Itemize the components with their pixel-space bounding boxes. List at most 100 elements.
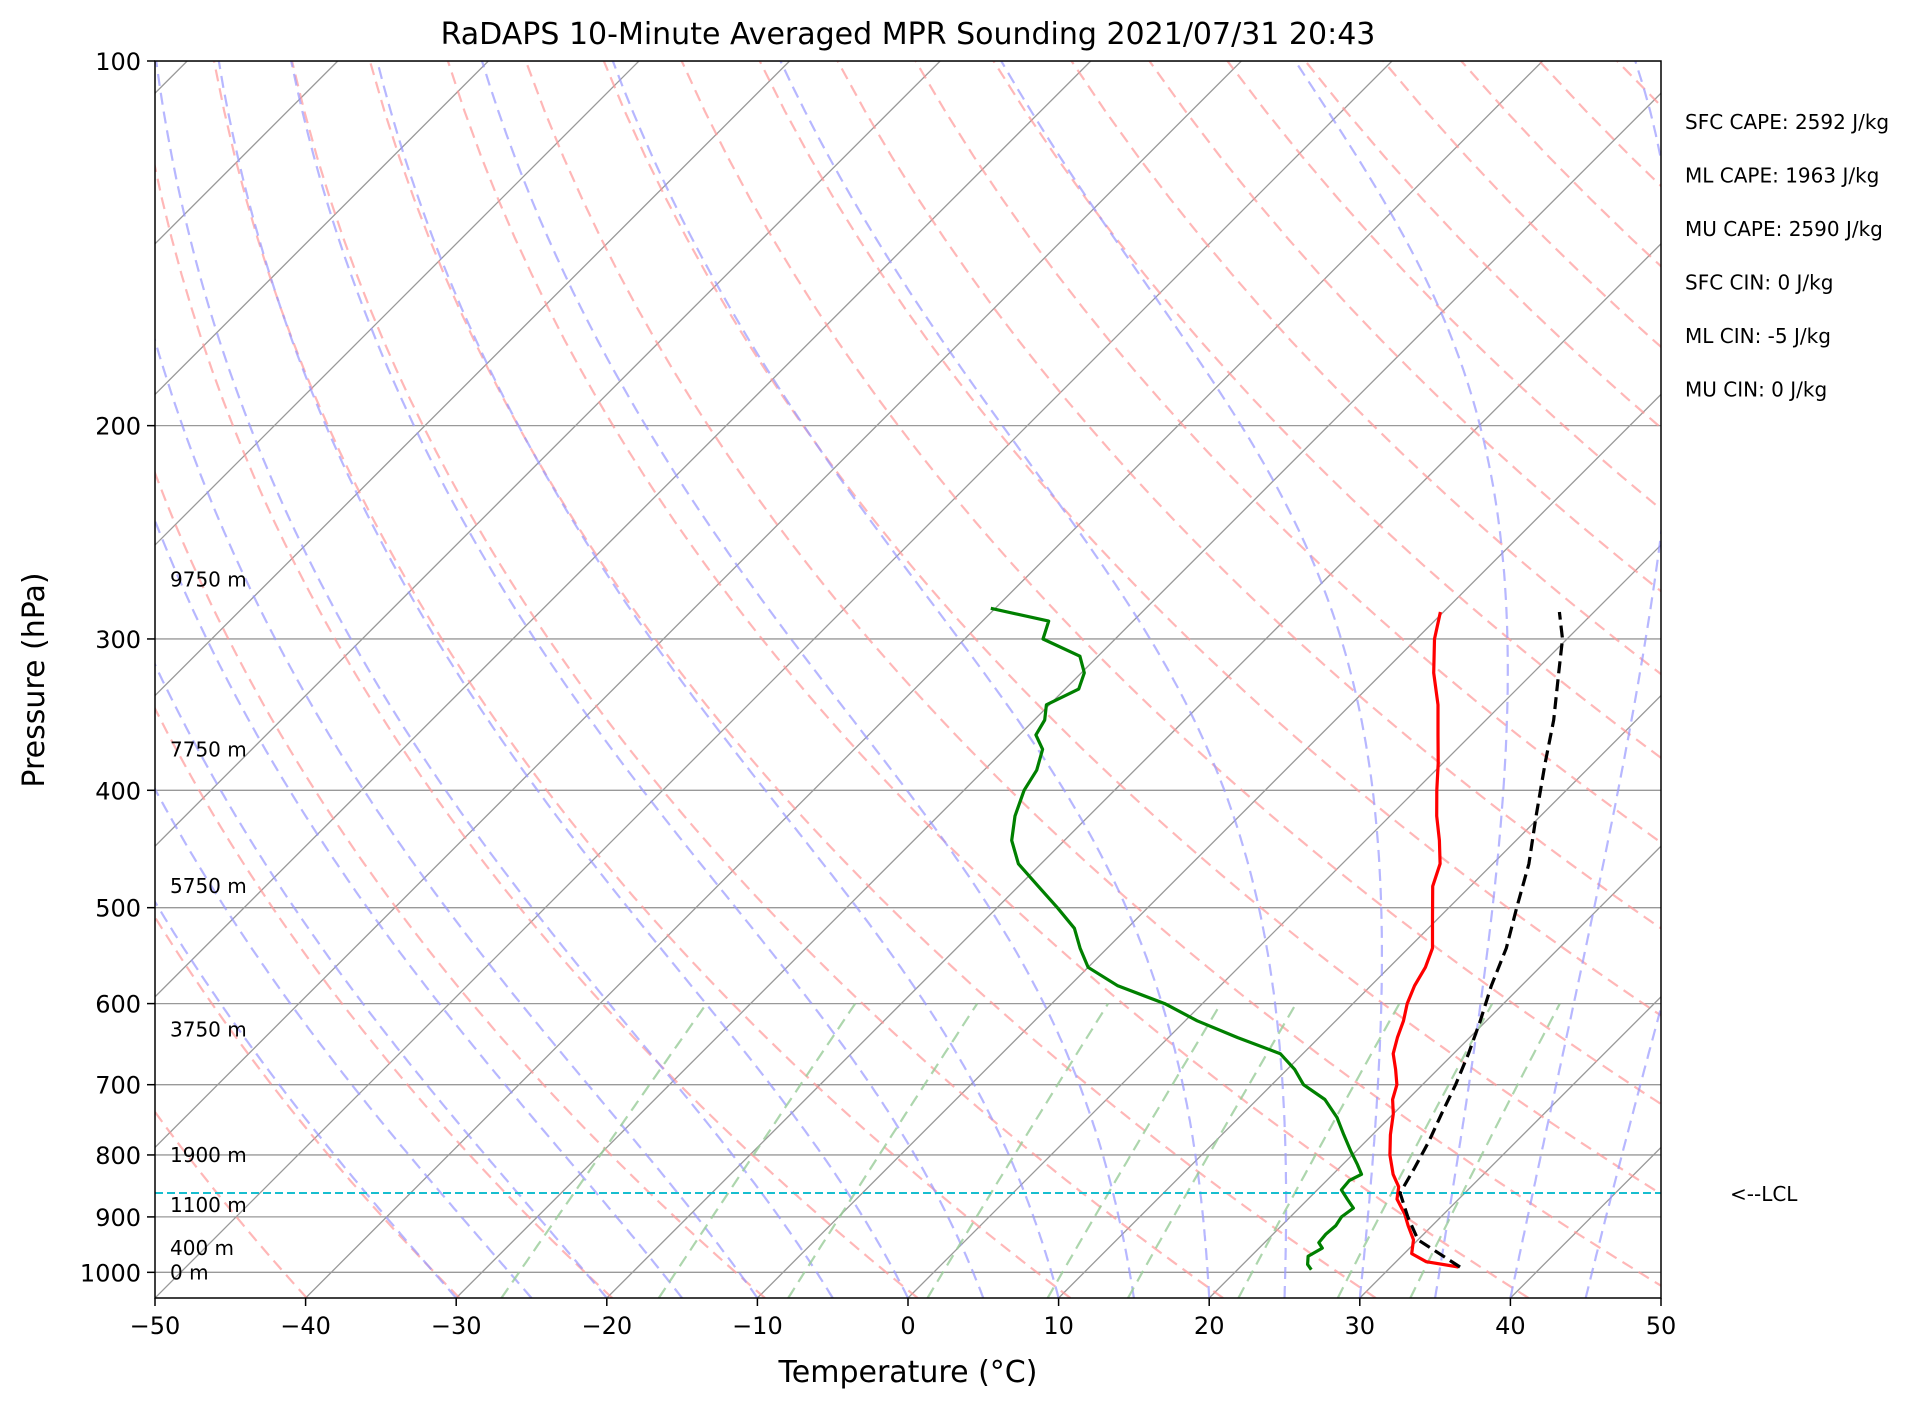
- moist-adiabat-lines: [155, 61, 1661, 1298]
- isotherm-line: [155, 61, 489, 396]
- dry-adiabat-line: [446, 61, 1530, 1298]
- mixing-ratio-line: [657, 1002, 857, 1298]
- x-tick-label: 10: [1043, 1312, 1074, 1340]
- y-tick-label: 100: [95, 48, 141, 76]
- y-tick-label: 800: [95, 1142, 141, 1170]
- dry-adiabat-line: [212, 61, 1072, 1298]
- moist-adiabat-line: [155, 336, 759, 1298]
- x-tick-label: 40: [1495, 1312, 1526, 1340]
- x-axis-label: Temperature (°C): [778, 1355, 1038, 1390]
- x-tick-label: −10: [732, 1312, 783, 1340]
- moist-adiabat-line: [1294, 61, 1509, 1298]
- lcl-label: <--LCL: [1730, 1182, 1798, 1206]
- height-label: 400 m: [170, 1236, 234, 1260]
- y-axis-label: Pressure (hPa): [17, 572, 52, 787]
- stability-index: ML CIN: -5 J/kg: [1685, 324, 1831, 348]
- temperature-trace: [1388, 611, 1459, 1269]
- moist-adiabat-line: [155, 899, 458, 1298]
- moist-adiabat-line: [155, 786, 533, 1298]
- isotherm-line: [155, 61, 640, 546]
- sounding-traces: [990, 606, 1565, 1271]
- dry-adiabat-line: [914, 61, 1661, 844]
- height-label: 5750 m: [170, 874, 247, 898]
- pressure-gridlines: [155, 61, 1661, 1273]
- x-tick-label: 0: [900, 1312, 915, 1340]
- moist-adiabat-line: [290, 61, 985, 1298]
- height-label: 0 m: [170, 1260, 209, 1284]
- moist-adiabat-line: [155, 661, 608, 1298]
- dry-adiabat-line: [155, 706, 614, 1298]
- moist-adiabat-line: [376, 61, 1060, 1298]
- stability-index: MU CIN: 0 J/kg: [1685, 378, 1827, 402]
- isotherm-line: [155, 61, 941, 848]
- x-tick-label: −30: [431, 1312, 482, 1340]
- height-label: 1900 m: [170, 1143, 247, 1167]
- moist-adiabat-line: [155, 517, 683, 1298]
- height-label: 9750 m: [170, 568, 247, 592]
- isotherm-line: [155, 61, 791, 697]
- isotherm-line: [1208, 845, 1661, 1298]
- moist-adiabat-line: [1000, 61, 1383, 1298]
- dewpoint-trace: [990, 606, 1364, 1271]
- mixing-ratio-line: [1409, 1003, 1561, 1298]
- moist-adiabat-line: [611, 61, 1211, 1298]
- y-tick-label: 200: [95, 413, 141, 441]
- mixing-ratio-line: [1336, 1003, 1494, 1298]
- x-tick-label: 50: [1646, 1312, 1677, 1340]
- y-tick-label: 300: [95, 626, 141, 654]
- mixing-ratio-lines: [500, 1002, 1561, 1298]
- x-tick-label: 20: [1194, 1312, 1225, 1340]
- y-tick-label: 500: [95, 895, 141, 923]
- mixing-ratio-line: [787, 1002, 979, 1298]
- x-tick-label: −20: [581, 1312, 632, 1340]
- dry-adiabat-line: [155, 161, 919, 1298]
- y-tick-label: 400: [95, 777, 141, 805]
- isotherm-line: [1058, 694, 1661, 1298]
- mixing-ratio-line: [1127, 1003, 1298, 1298]
- stability-indices: <--LCL SFC CAPE: 2592 J/kg ML CAPE: 1963 J…: [1685, 110, 1889, 1206]
- isotherm-line: [1359, 995, 1661, 1298]
- mixing-ratio-line: [1237, 1003, 1401, 1298]
- dry-adiabat-line: [680, 61, 1661, 1106]
- dry-adiabat-line: [836, 61, 1661, 930]
- stability-index: ML CAPE: 1963 J/kg: [1685, 164, 1879, 188]
- moist-adiabat-line: [1509, 61, 1661, 1298]
- dry-adiabat-line: [602, 61, 1661, 1196]
- chart-title: RaDAPS 10-Minute Averaged MPR Sounding 2…: [441, 17, 1376, 52]
- mixing-ratio-line: [500, 1002, 708, 1298]
- x-tick-label: −40: [280, 1312, 331, 1340]
- y-tick-label: 600: [95, 991, 141, 1019]
- isotherm-line: [756, 393, 1661, 1298]
- dry-adiabat-line: [290, 61, 1224, 1298]
- height-label: 1100 m: [170, 1193, 247, 1217]
- moist-adiabat-line: [217, 61, 909, 1298]
- stability-index: SFC CIN: 0 J/kg: [1685, 271, 1833, 295]
- y-tick-label: 1000: [80, 1259, 141, 1287]
- y-tick-label: 900: [95, 1204, 141, 1232]
- y-axis-ticks: 100 200 300 400 500 600 700 800 900 1000: [80, 48, 155, 1287]
- parcel-trace: [1398, 611, 1565, 1269]
- dry-adiabat-line: [155, 915, 461, 1298]
- moist-adiabat-line: [779, 61, 1288, 1298]
- dry-adiabat-line: [1148, 61, 1661, 593]
- isotherm-line: [907, 544, 1661, 1298]
- x-tick-label: −50: [130, 1312, 181, 1340]
- y-tick-label: 700: [95, 1072, 141, 1100]
- dry-adiabat-line: [758, 61, 1661, 1017]
- dry-adiabat-line: [155, 469, 766, 1298]
- isotherm-line: [155, 61, 1092, 998]
- moist-adiabat-line: [155, 61, 834, 1298]
- mixing-ratio-line: [1046, 1003, 1222, 1298]
- height-label: 3750 m: [170, 1017, 247, 1041]
- x-axis-ticks: −50 −40 −30 −20 −10 0 10 20 30 40 50: [130, 1298, 1677, 1340]
- isotherm-line: [606, 242, 1661, 1298]
- stability-index: SFC CAPE: 2592 J/kg: [1685, 110, 1889, 134]
- dry-adiabat-line: [368, 61, 1377, 1298]
- stability-index: MU CAPE: 2590 J/kg: [1685, 217, 1883, 241]
- isotherm-line: [155, 61, 1393, 1298]
- isotherm-line: [155, 61, 1242, 1149]
- dry-adiabat-lines: [155, 61, 1661, 1298]
- moist-adiabat-line: [480, 61, 1135, 1298]
